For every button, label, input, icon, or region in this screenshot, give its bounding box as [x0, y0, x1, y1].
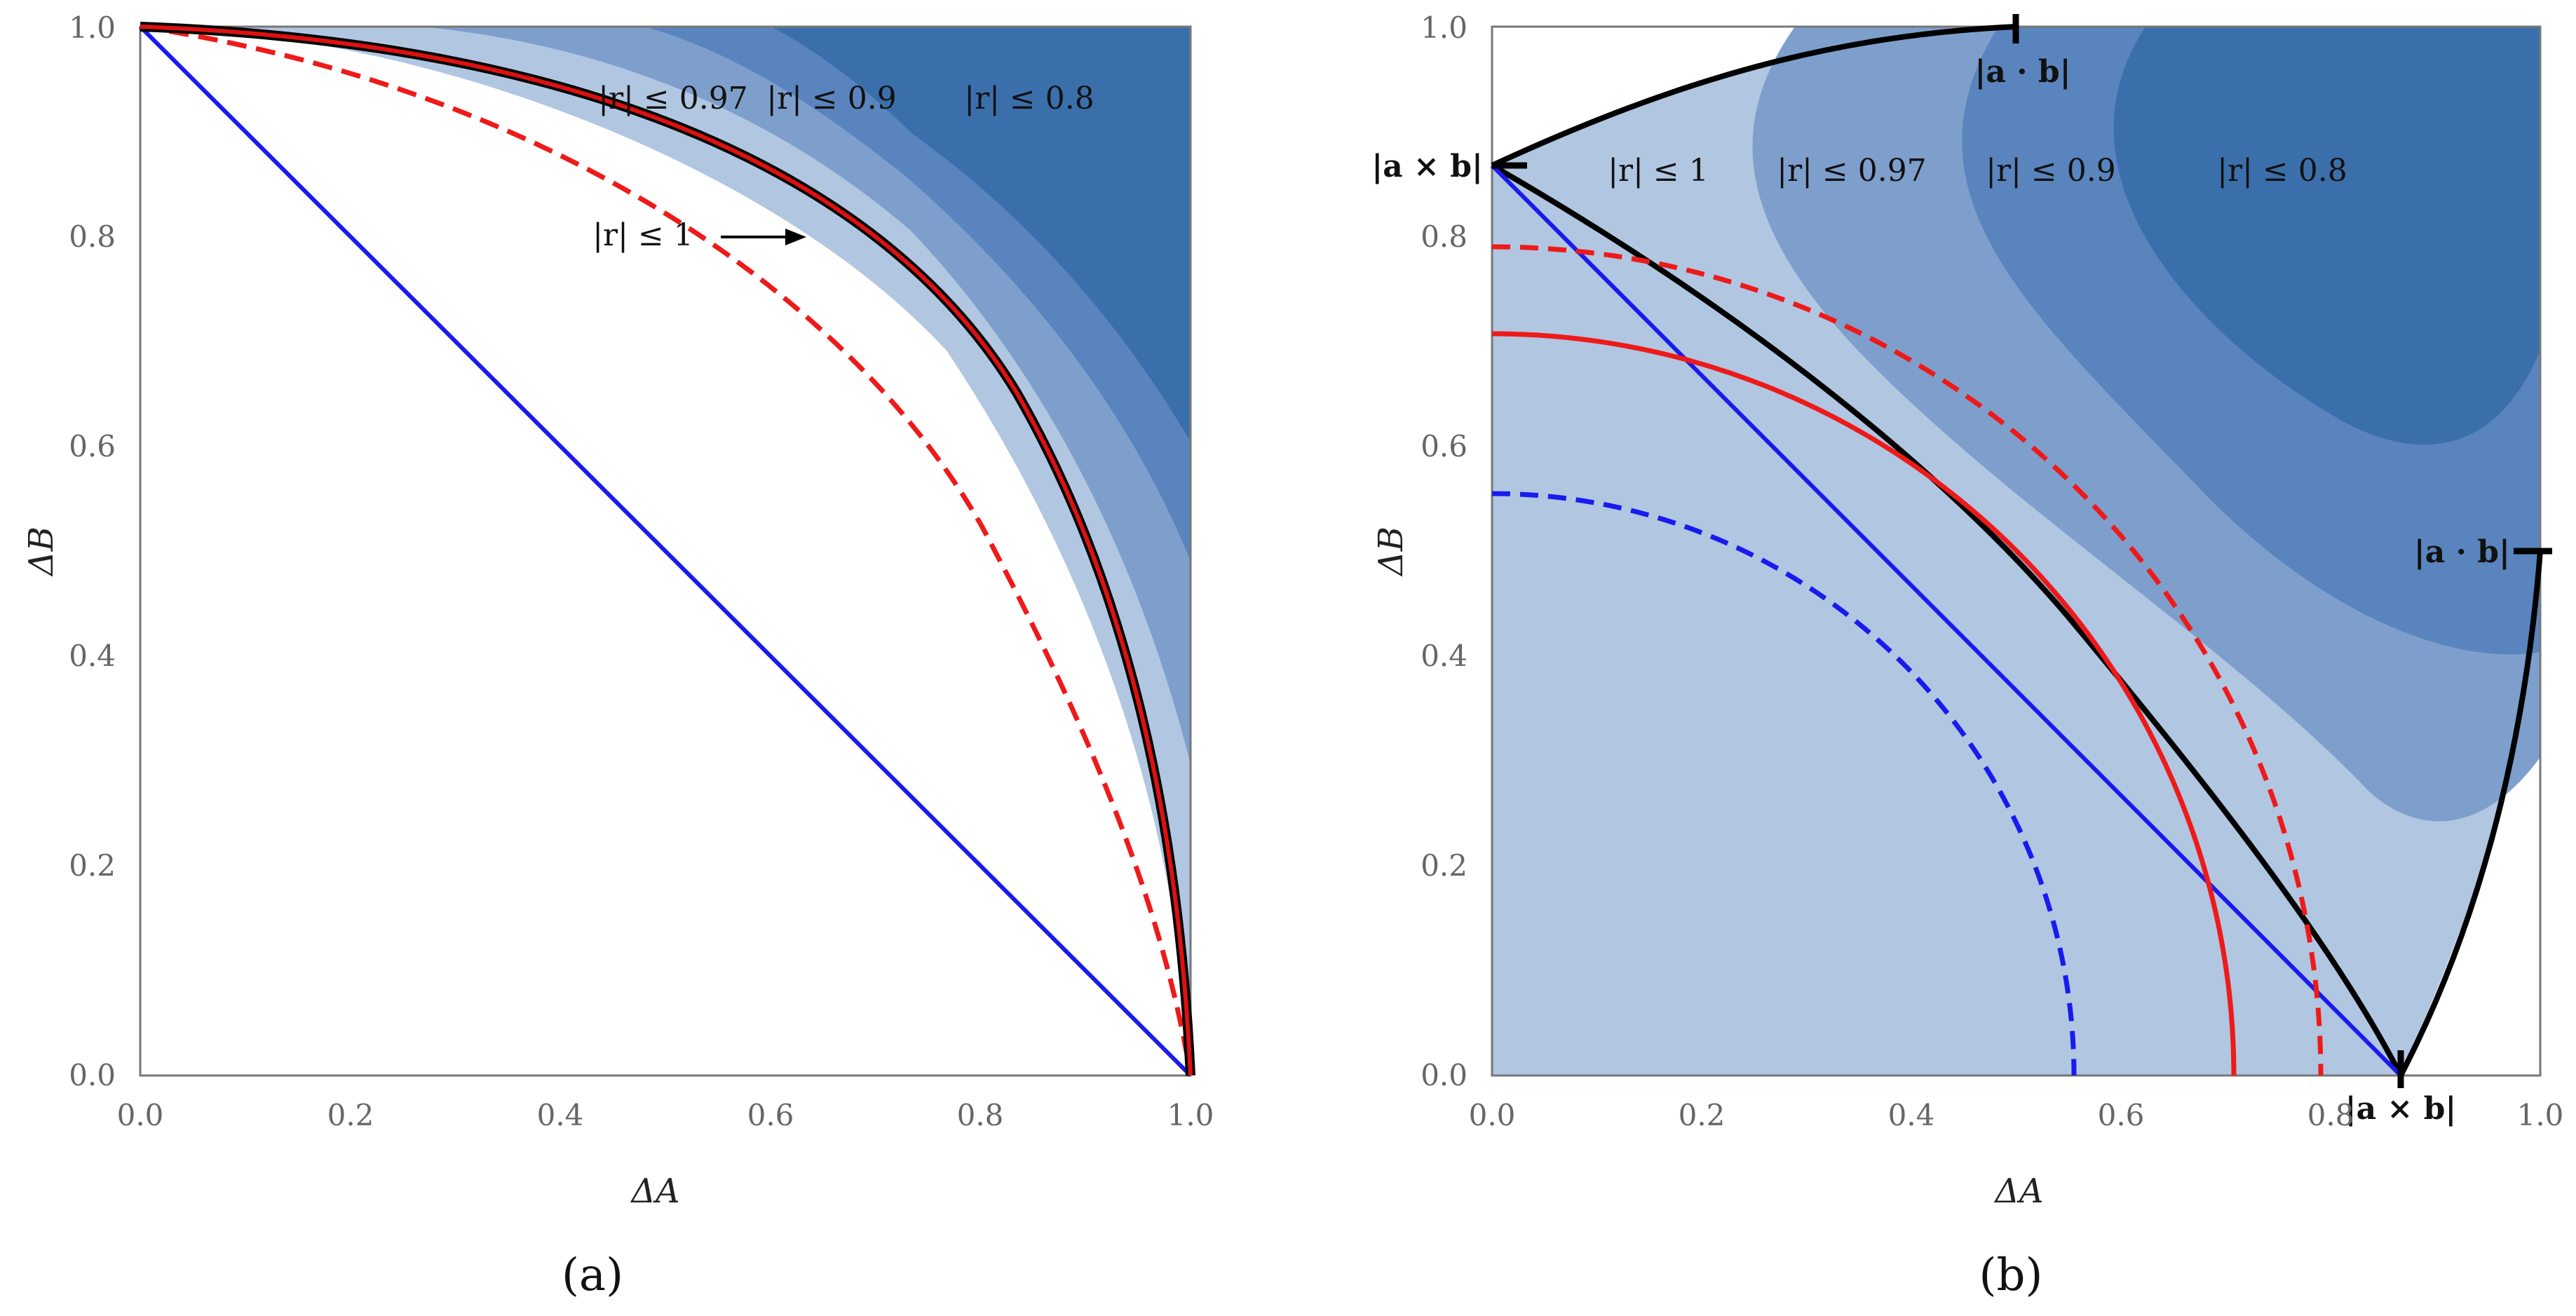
x-axis-title-a: ΔA	[630, 1172, 679, 1211]
y-axis-title-a: ΔB	[22, 527, 61, 577]
panel-a: 0.0 0.2 0.4 0.6 0.8 1.0 0.0 0.2 0.4 0.6 …	[22, 11, 1214, 1301]
region-label-1-b: |r| ≤ 1	[1608, 153, 1709, 189]
marker-label-right-b: |a · b|	[2414, 534, 2510, 570]
black-boundary-right-b	[2398, 550, 2543, 1077]
contour-region-08-b	[2113, 27, 2540, 445]
blue-line-a	[138, 25, 1193, 1078]
x-tick-label-b: 0.0	[1469, 1098, 1516, 1132]
x-tick-label-b: 0.2	[1679, 1098, 1726, 1132]
x-tick-label-a: 1.0	[1167, 1098, 1214, 1132]
region-label-1-a: |r| ≤ 1	[592, 217, 693, 253]
y-tick-label-b: 0.4	[1421, 639, 1467, 673]
y-tick-label-a: 0.6	[69, 429, 116, 463]
marker-label-bottom-b: |a × b|	[2345, 1091, 2457, 1127]
region-label-09-b: |r| ≤ 0.9	[1986, 153, 2116, 189]
region-label-09-a: |r| ≤ 0.9	[766, 81, 897, 116]
x-tick-label-a: 0.4	[537, 1098, 584, 1132]
plot-frame-a	[139, 25, 1192, 1077]
x-tick-label-a: 0.0	[117, 1098, 164, 1132]
panel-caption-b: (b)	[1979, 1249, 2043, 1301]
region-label-08-a: |r| ≤ 0.8	[964, 81, 1094, 116]
y-tick-label-a: 0.2	[69, 848, 116, 883]
marker-label-left-b: |a × b|	[1371, 149, 1483, 184]
y-tick-label-a: 0.0	[69, 1058, 116, 1092]
region-label-08-b: |r| ≤ 0.8	[2217, 153, 2347, 189]
region-label-097-a: |r| ≤ 0.97	[598, 81, 748, 116]
y-tick-label-b: 0.6	[1421, 429, 1467, 463]
x-axis-title-b: ΔA	[1993, 1172, 2043, 1211]
red-circle-b	[1491, 331, 2237, 1076]
x-tick-label-a: 0.8	[957, 1098, 1004, 1132]
red-boundary-arc-a	[140, 25, 1193, 1076]
y-tick-label-b: 0.0	[1421, 1058, 1467, 1092]
contour-region-097-a	[140, 27, 1191, 1076]
marker-label-top-b: |a · b|	[1974, 54, 2070, 90]
x-tick-label-b: 1.0	[2517, 1098, 2564, 1132]
panel-b: |a · b| |a × b| |a · b| |a × b| 0.0 0.2 …	[1371, 11, 2563, 1301]
blue-dashed-circle-b	[1491, 491, 2077, 1076]
arrow-head-a	[785, 229, 806, 245]
y-tick-label-a: 1.0	[69, 11, 116, 45]
y-tick-label-b: 0.2	[1421, 848, 1467, 883]
contour-region-07-a	[771, 27, 1191, 442]
y-tick-label-b: 0.8	[1421, 219, 1467, 254]
region-label-097-b: |r| ≤ 0.97	[1777, 153, 1927, 189]
blue-line-b	[1490, 163, 2403, 1078]
x-tick-label-b: 0.4	[1888, 1098, 1935, 1132]
x-tick-label-b: 0.6	[2098, 1098, 2145, 1132]
y-tick-label-a: 0.8	[69, 219, 116, 254]
black-boundary-upper-b	[1491, 24, 2016, 168]
x-tick-label-b: 0.8	[2307, 1098, 2354, 1132]
red-dashed-circle-b	[1491, 244, 2324, 1076]
y-axis-title-b: ΔB	[1371, 527, 1411, 577]
y-tick-label-a: 0.4	[69, 639, 116, 673]
panel-caption-a: (a)	[562, 1249, 623, 1301]
black-boundary-lower-b	[1491, 163, 2404, 1077]
x-tick-label-a: 0.2	[327, 1098, 374, 1132]
x-tick-label-a: 0.6	[747, 1098, 794, 1132]
y-tick-label-b: 1.0	[1421, 11, 1467, 45]
